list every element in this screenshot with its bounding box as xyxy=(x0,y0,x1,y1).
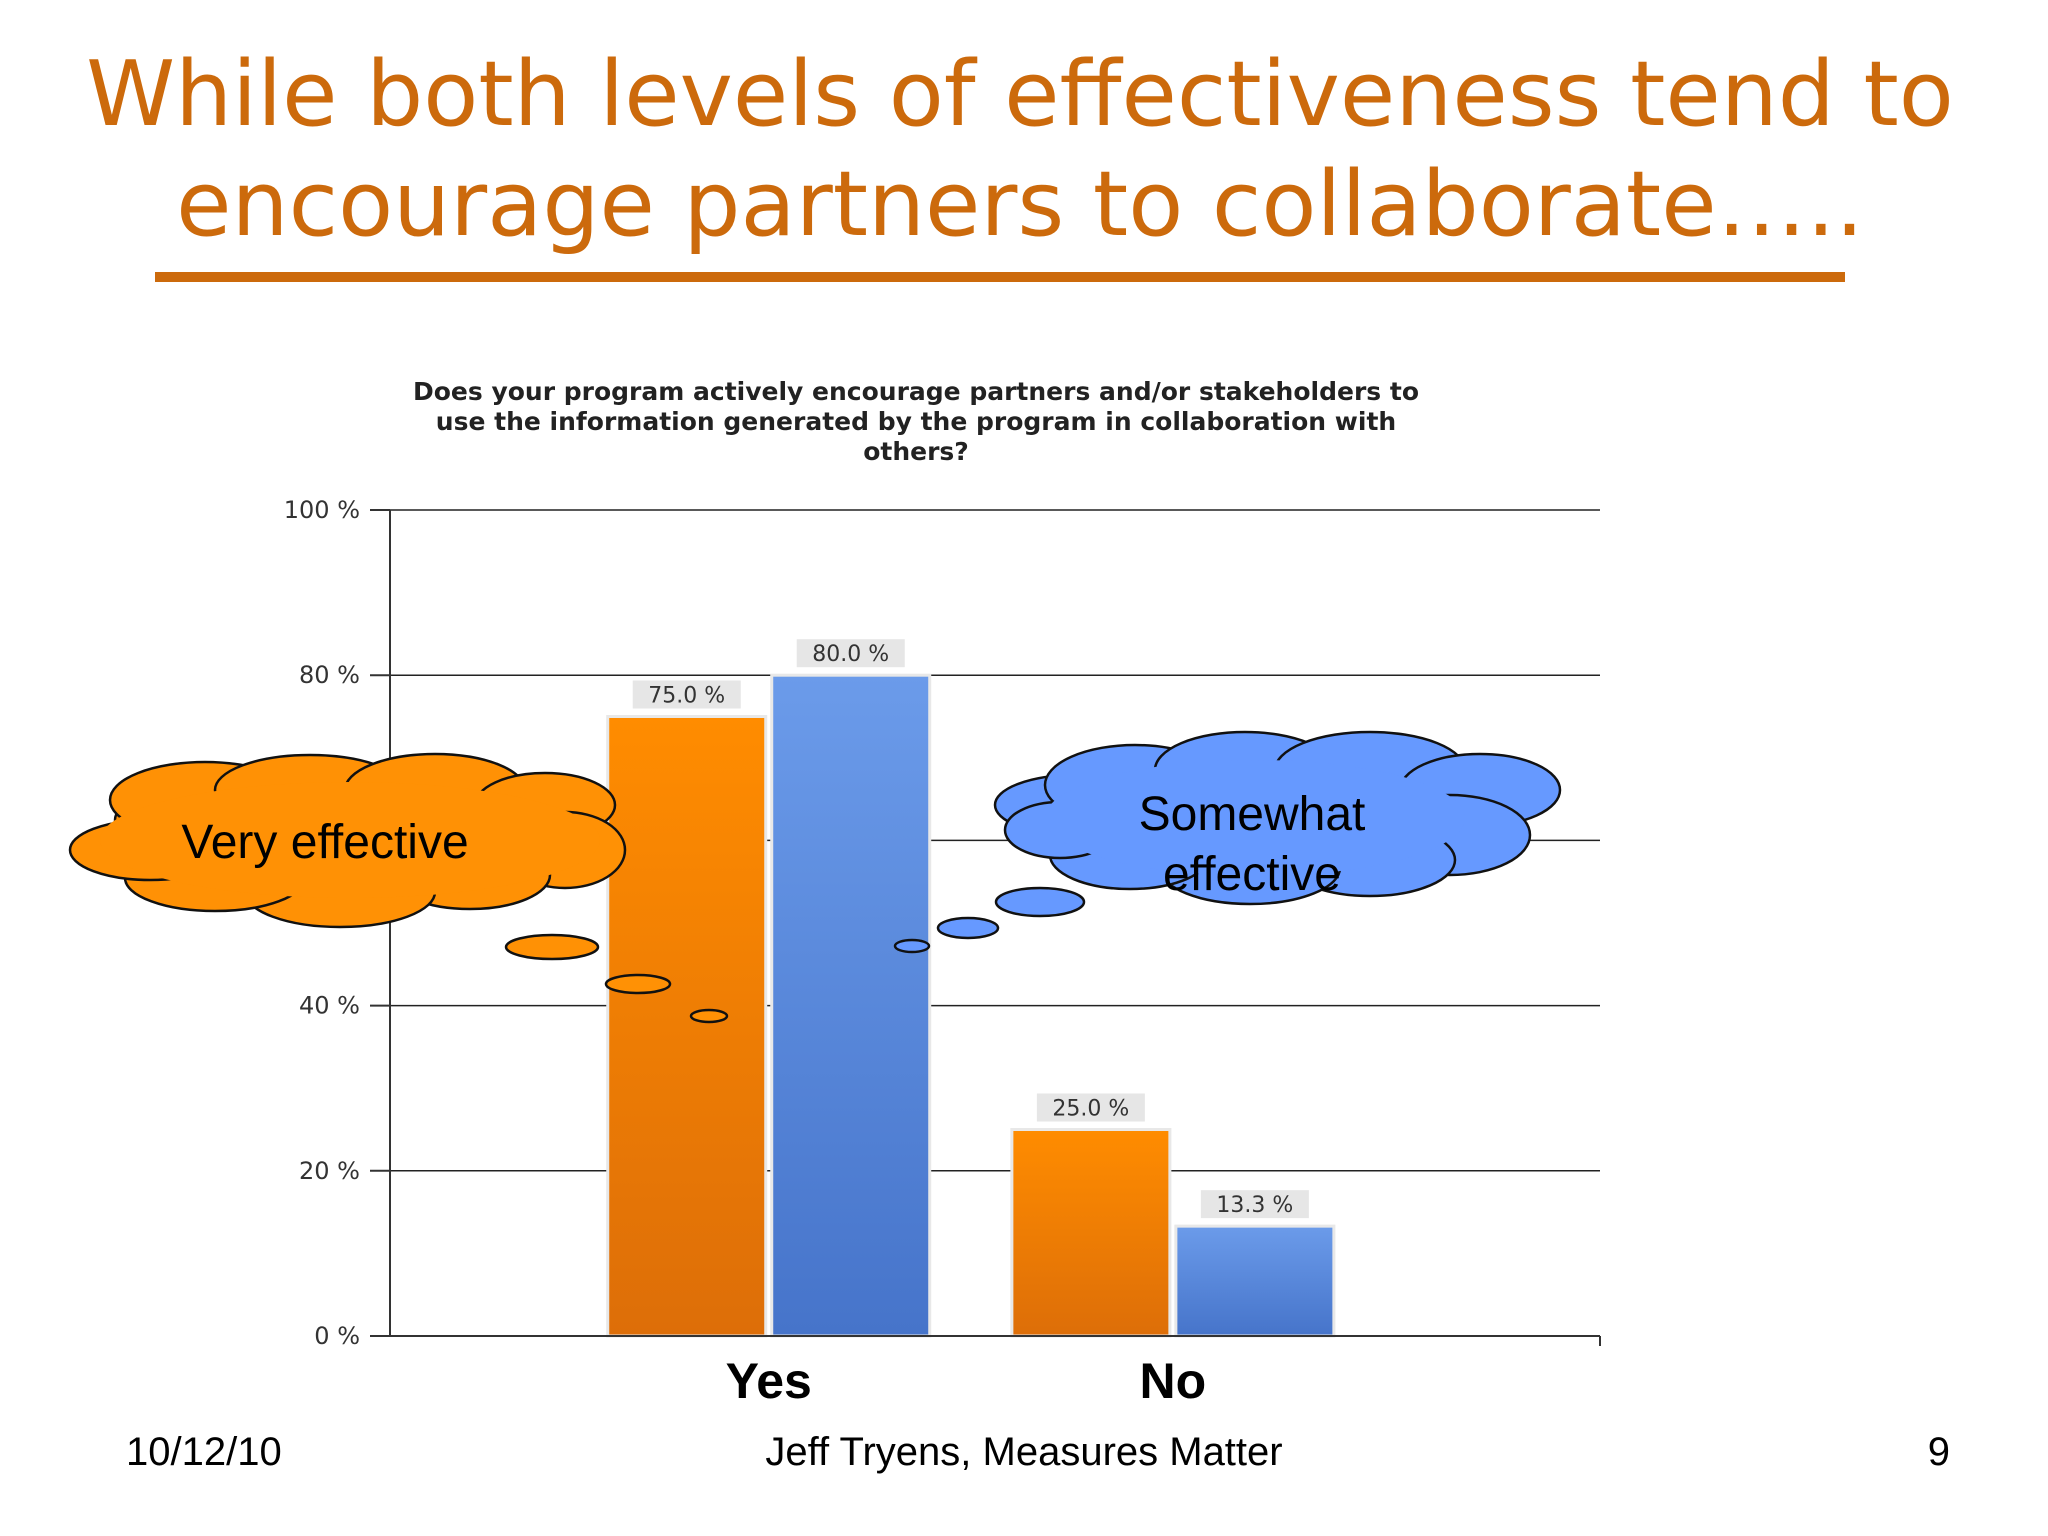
slide-title-line-1: While both levels of effectiveness tend … xyxy=(86,42,1954,147)
y-tick-label: 40 % xyxy=(299,992,360,1020)
somewhat-effective-cloud-shape xyxy=(993,730,1562,906)
very-effective-cloud-shape xyxy=(68,752,627,929)
data-label: 80.0 % xyxy=(812,642,889,667)
somewhat-effective-thought-bubble xyxy=(893,938,931,954)
slide-title: While both levels of effectiveness tend … xyxy=(60,40,1980,260)
very-effective-thought-bubble xyxy=(689,1008,729,1024)
data-label: 75.0 % xyxy=(648,684,725,709)
y-tick-label: 80 % xyxy=(299,661,360,689)
bar-no-series-2 xyxy=(1174,1224,1336,1338)
x-category-label: No xyxy=(1140,1353,1207,1409)
footer-author: Jeff Tryens, Measures Matter xyxy=(765,1430,1283,1474)
very-effective-callout: Very effective xyxy=(68,752,729,1024)
data-label-background xyxy=(1200,1190,1309,1219)
x-axis-labels: Yes No xyxy=(726,1353,1207,1409)
bar-yes-series-2 xyxy=(770,673,932,1338)
data-labels: 75.0 % 80.0 % 25.0 % 13.3 % xyxy=(632,639,1309,1219)
footer-date: 10/12/10 xyxy=(126,1430,282,1474)
chart-title-line-3: others? xyxy=(863,437,969,466)
x-category-label: Yes xyxy=(726,1353,812,1409)
y-tick-label: 100 % xyxy=(284,496,360,524)
data-label-background xyxy=(632,680,741,709)
bar-yes-series-1 xyxy=(606,715,768,1338)
very-effective-thought-bubble xyxy=(604,973,672,995)
slide-title-line-2: encourage partners to collaborate….. xyxy=(176,152,1864,257)
data-label-background xyxy=(1036,1093,1145,1122)
y-tick-label: 20 % xyxy=(299,1157,360,1185)
chart-title-line-1: Does your program actively encourage par… xyxy=(413,377,1419,406)
bar-no-series-1 xyxy=(1010,1128,1172,1338)
somewhat-effective-callout: Somewhat effective xyxy=(893,730,1562,954)
somewhat-effective-label-line-2: effective xyxy=(1163,848,1341,901)
data-label: 25.0 % xyxy=(1052,1097,1129,1122)
somewhat-effective-thought-bubble xyxy=(936,916,1000,940)
data-label-background xyxy=(796,639,905,668)
somewhat-effective-label-line-1: Somewhat xyxy=(1139,788,1366,841)
somewhat-effective-thought-bubble xyxy=(994,886,1086,918)
data-label: 13.3 % xyxy=(1216,1193,1293,1218)
page-number: 9 xyxy=(1927,1430,1950,1474)
chart-title: Does your program actively encourage par… xyxy=(413,377,1419,466)
chart-title-line-2: use the information generated by the pro… xyxy=(436,407,1396,436)
very-effective-thought-bubble xyxy=(504,933,600,961)
y-tick-label: 0 % xyxy=(314,1322,360,1350)
bars xyxy=(606,673,1336,1338)
very-effective-label: Very effective xyxy=(181,816,468,869)
title-underline xyxy=(155,272,1845,282)
